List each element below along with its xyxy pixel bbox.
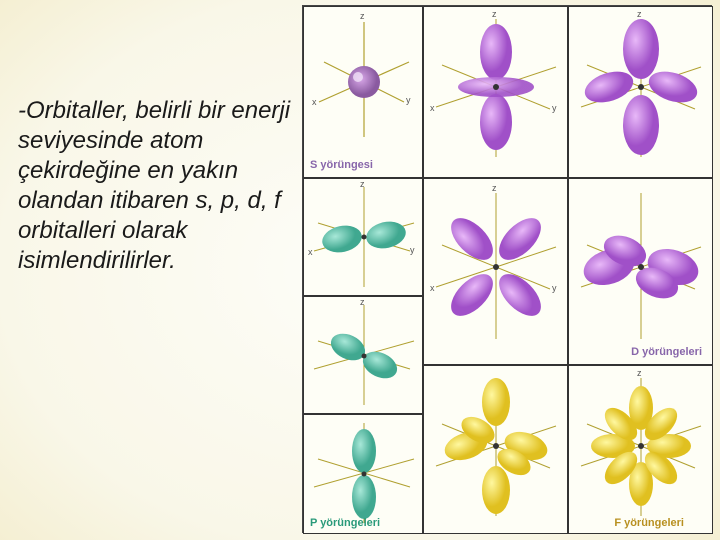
p-orbital-1-icon <box>304 179 424 297</box>
s-orbital-cell: z x y S yörüngesi <box>303 6 423 178</box>
d-cell-1: z x y <box>423 6 568 178</box>
p-cell-3: P yörüngeleri <box>303 414 423 534</box>
d-orbital-4-icon <box>569 179 714 366</box>
d-orbital-2-icon <box>569 7 714 179</box>
s-orbital-icon <box>304 7 424 179</box>
p-orbital-2-icon <box>304 297 424 415</box>
d-orbital-3-icon <box>424 179 569 366</box>
orbital-figure: z x y S yörüngesi <box>302 5 712 533</box>
d-cell-2: z <box>568 6 713 178</box>
axis-y: y <box>406 95 411 105</box>
f-label: F yörüngeleri <box>614 517 684 529</box>
f-cell-2: z F yörüngeleri <box>568 365 713 534</box>
slide: -Orbitaller, belirli bir enerji seviyesi… <box>0 0 720 540</box>
d-orbital-1-icon <box>424 7 569 179</box>
d-label: D yörüngeleri <box>631 346 702 358</box>
f-cell-1 <box>423 365 568 534</box>
p-cell-1: z x y <box>303 178 423 296</box>
axis-x: x <box>312 97 317 107</box>
body-text: -Orbitaller, belirli bir enerji seviyesi… <box>18 96 293 276</box>
p-cell-2: z <box>303 296 423 414</box>
d-cell-4: D yörüngeleri <box>568 178 713 365</box>
s-label: S yörüngesi <box>310 159 373 171</box>
f-orbital-2-icon <box>569 366 714 535</box>
f-orbital-1-icon <box>424 366 569 535</box>
text-line: -Orbitaller, belirli bir enerji seviyesi… <box>18 97 290 274</box>
d-cell-3: z x y <box>423 178 568 365</box>
axis-z: z <box>360 11 365 21</box>
p-label: P yörüngeleri <box>310 517 380 529</box>
